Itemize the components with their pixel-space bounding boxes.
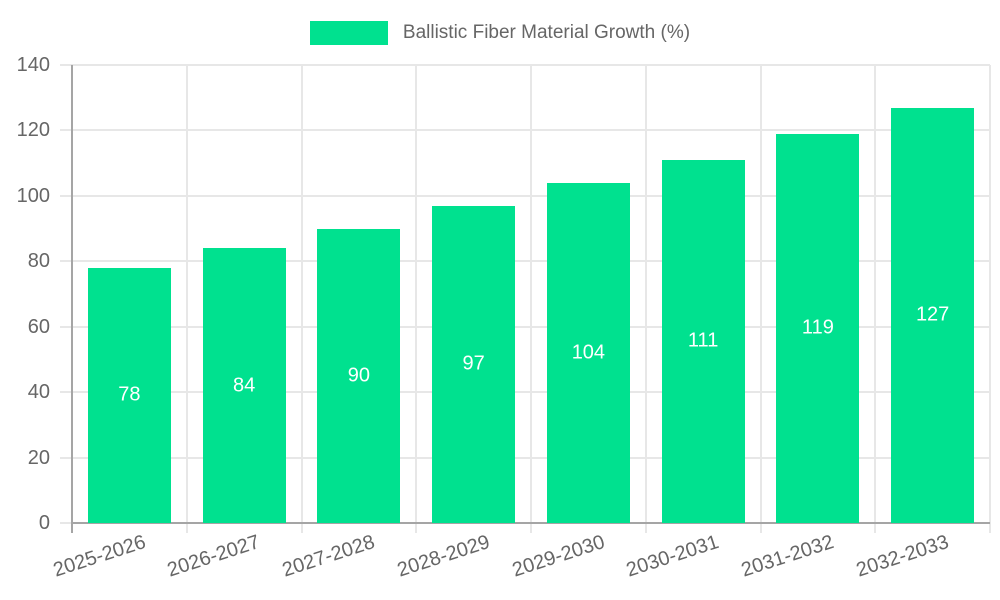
bar [432,205,516,523]
bar-value-label: 119 [801,316,834,339]
bar-value-label: 104 [571,341,606,364]
x-gridline [874,65,877,533]
x-tick-label: 2028-2029 [394,531,493,582]
y-tick-label: 40 [27,381,50,404]
x-tick-label: 2030-2031 [624,531,722,582]
bar [891,107,975,523]
x-tick-label: 2031-2032 [738,531,837,582]
bar [776,133,860,523]
bar [317,228,401,523]
y-axis-line [71,65,73,533]
x-gridline [644,65,647,533]
y-tick-label: 80 [27,250,50,273]
x-tick-label: 2032-2033 [853,531,952,582]
x-gridline [300,65,303,533]
legend: Ballistic Fiber Material Growth (%) [0,19,1000,47]
y-gridline [60,129,990,132]
y-gridline [60,64,990,66]
x-gridline [415,65,418,533]
x-tick-label: 2029-2030 [509,531,608,582]
y-gridline [60,194,990,197]
bar-value-label: 111 [687,329,719,352]
x-tick-label: 2025-2026 [50,531,149,582]
y-tick-label: 60 [27,315,50,338]
legend-item[interactable]: Ballistic Fiber Material Growth (%) [309,21,691,45]
x-gridline [185,65,188,533]
y-tick-label: 100 [16,184,50,207]
x-axis-line [71,522,990,524]
x-gridline [530,65,532,533]
bar [661,159,745,523]
y-gridline [60,456,990,459]
y-tick-label: 120 [16,119,50,142]
y-gridline [60,260,990,263]
y-tick-label: 140 [16,54,50,76]
bar-value-label: 127 [915,303,950,326]
x-gridline [759,65,762,533]
y-gridline [60,391,990,394]
x-tick-label: 2027-2028 [279,531,378,582]
y-tick-label: 0 [38,512,50,534]
legend-color-swatch [309,21,388,45]
x-tick-label: 2026-2027 [165,531,263,582]
legend-label: Ballistic Fiber Material Growth (%) [402,22,691,43]
bar [546,182,630,523]
y-tick-label: 20 [27,446,50,469]
x-gridline [989,65,991,533]
bar-value-label: 90 [347,364,370,387]
y-gridline [60,325,990,328]
bar [87,267,171,523]
bar-value-label: 97 [462,352,485,375]
bar-value-label: 84 [233,374,256,397]
bar [202,248,286,523]
bar-value-label: 78 [118,383,141,406]
